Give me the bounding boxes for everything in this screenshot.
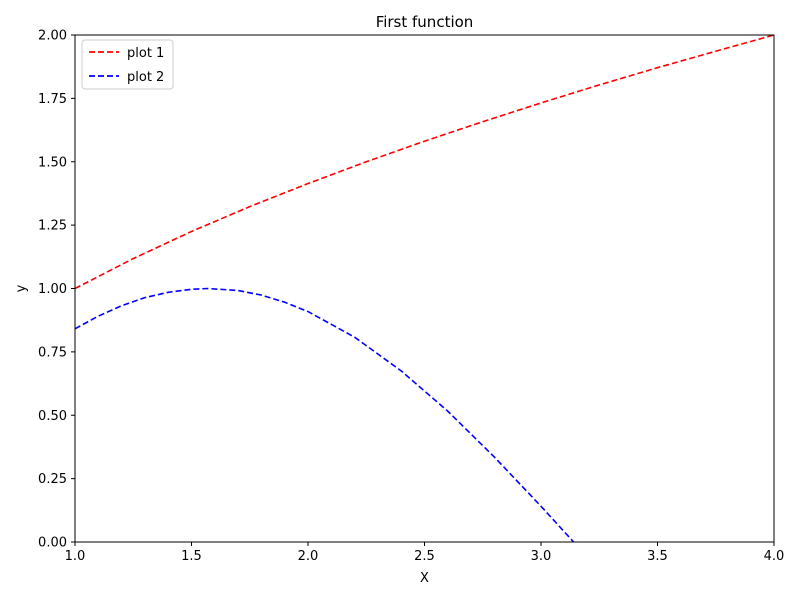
legend-label-plot-1: plot 1 bbox=[127, 46, 164, 61]
x-tick-label: 2.0 bbox=[298, 549, 319, 564]
y-tick-label: 0.00 bbox=[38, 536, 67, 551]
series-layer bbox=[74, 34, 775, 543]
x-tick-label: 4.0 bbox=[764, 549, 785, 564]
y-axis-ticks: 0.00 0.25 0.50 0.75 1.00 1.25 1.50 1.75 2.00 bbox=[38, 29, 75, 551]
series-line-plot-2 bbox=[74, 287, 575, 543]
legend-label-plot-2: plot 2 bbox=[127, 70, 164, 85]
series-line-plot-1 bbox=[74, 34, 775, 290]
x-tick-label: 3.0 bbox=[531, 549, 552, 564]
chart-title: First function bbox=[376, 13, 474, 31]
y-tick-label: 1.00 bbox=[38, 282, 67, 297]
x-tick-label: 1.0 bbox=[65, 549, 86, 564]
legend-box bbox=[81, 39, 174, 90]
y-tick-label: 0.75 bbox=[38, 345, 67, 360]
legend: plot 1 plot 2 bbox=[81, 39, 174, 90]
y-tick-label: 1.50 bbox=[38, 155, 67, 170]
y-tick-label: 1.25 bbox=[38, 219, 67, 234]
y-tick-label: 0.50 bbox=[38, 409, 67, 424]
x-axis-ticks: 1.0 1.5 2.0 2.5 3.0 3.5 4.0 bbox=[65, 542, 785, 564]
x-tick-label: 2.5 bbox=[414, 549, 435, 564]
x-tick-label: 1.5 bbox=[181, 549, 202, 564]
y-tick-label: 0.25 bbox=[38, 472, 67, 487]
x-axis-label: X bbox=[420, 571, 429, 586]
y-tick-label: 2.00 bbox=[38, 29, 67, 44]
y-axis-label: y bbox=[14, 284, 29, 292]
x-tick-label: 3.5 bbox=[647, 549, 668, 564]
y-tick-label: 1.75 bbox=[38, 92, 67, 107]
